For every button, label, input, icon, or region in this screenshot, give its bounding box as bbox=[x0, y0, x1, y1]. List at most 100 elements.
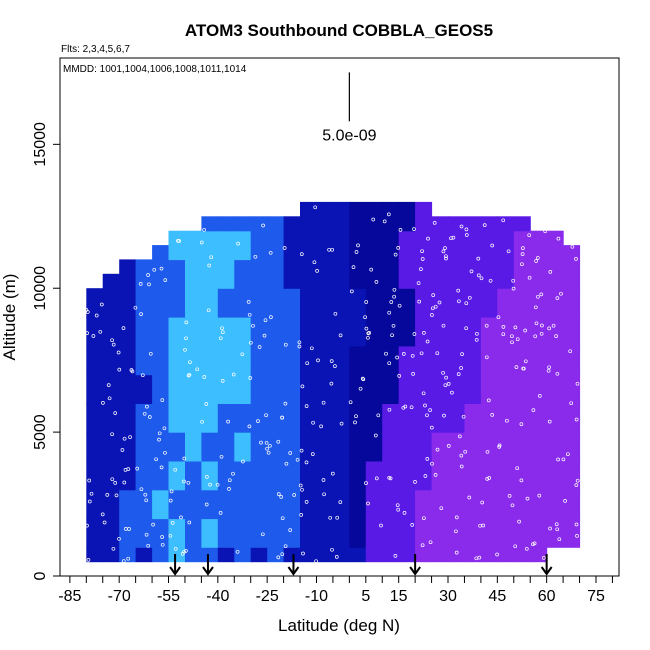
observation-point bbox=[349, 289, 354, 294]
observation-point bbox=[402, 511, 407, 515]
heatmap-cell bbox=[316, 374, 334, 404]
heatmap-cell bbox=[283, 432, 301, 462]
observation-point bbox=[220, 379, 225, 383]
observation-point bbox=[354, 250, 359, 254]
x-tick-label: 30 bbox=[439, 588, 457, 605]
heatmap-cell bbox=[382, 230, 400, 261]
observation-point bbox=[420, 257, 425, 261]
observation-point bbox=[570, 244, 575, 249]
chart-title: ATOM3 Southbound COBBLA_GEOS5 bbox=[185, 21, 493, 40]
heatmap-cell bbox=[480, 345, 498, 376]
heatmap-cell bbox=[546, 345, 564, 376]
heatmap-cell bbox=[250, 317, 268, 347]
observation-point bbox=[537, 394, 542, 398]
x-tick-label: 15 bbox=[390, 588, 408, 605]
observation-point bbox=[292, 493, 297, 497]
observation-point bbox=[386, 212, 391, 217]
heatmap-cell bbox=[382, 489, 400, 520]
observation-point bbox=[288, 528, 293, 532]
heatmap-cell bbox=[316, 489, 334, 520]
observation-point bbox=[364, 481, 368, 485]
heatmap-cell bbox=[382, 317, 400, 347]
observation-point bbox=[321, 478, 326, 482]
observation-point bbox=[543, 229, 548, 234]
heatmap-cell bbox=[398, 230, 416, 261]
observation-point bbox=[113, 411, 118, 415]
flights-label: Flts: 2,3,4,5,6,7 bbox=[61, 44, 130, 55]
heatmap-cell bbox=[267, 317, 285, 347]
observation-point bbox=[227, 478, 232, 483]
heatmap-cell bbox=[398, 288, 416, 318]
heatmap-cell bbox=[546, 374, 564, 404]
observation-point bbox=[288, 451, 293, 455]
observation-point bbox=[481, 523, 486, 528]
observation-point bbox=[218, 336, 223, 341]
heatmap-cell bbox=[349, 518, 367, 548]
observation-point bbox=[410, 353, 415, 358]
observation-point bbox=[248, 340, 253, 345]
heatmap-cell bbox=[448, 403, 465, 433]
heatmap-cell bbox=[448, 216, 465, 232]
observation-point bbox=[392, 287, 397, 292]
heatmap-cell bbox=[250, 403, 268, 433]
heatmap-cell bbox=[300, 259, 317, 289]
heatmap-cell bbox=[102, 345, 120, 376]
scale-bar: 5.0e-09 bbox=[322, 72, 377, 144]
observation-point bbox=[435, 351, 440, 356]
heatmap-cell bbox=[217, 374, 235, 404]
observation-point bbox=[123, 468, 128, 472]
observation-point bbox=[423, 474, 428, 478]
observation-point bbox=[392, 294, 396, 299]
heatmap-cell bbox=[119, 403, 137, 433]
heatmap-cell bbox=[234, 259, 252, 289]
observation-point bbox=[459, 366, 463, 370]
heatmap-cell bbox=[152, 345, 170, 376]
observation-point bbox=[159, 266, 164, 271]
heatmap-cell bbox=[300, 547, 317, 563]
heatmap-cell bbox=[530, 489, 548, 520]
heatmap-cell bbox=[431, 518, 449, 548]
heatmap-cell bbox=[349, 547, 367, 563]
observation-point bbox=[444, 375, 448, 380]
heatmap-cell bbox=[283, 489, 301, 520]
heatmap-cell bbox=[300, 403, 317, 433]
observation-point bbox=[487, 476, 492, 480]
observation-point bbox=[227, 487, 231, 491]
heatmap-cell bbox=[119, 518, 137, 548]
observation-point bbox=[91, 334, 96, 338]
heatmap-cell bbox=[563, 374, 581, 404]
heatmap-cell bbox=[349, 432, 367, 462]
observation-point bbox=[379, 523, 383, 528]
observation-point bbox=[422, 331, 426, 335]
heatmap-cell bbox=[86, 547, 104, 563]
heatmap-cell bbox=[431, 259, 449, 289]
heatmap-cell bbox=[135, 460, 153, 491]
x-tick-label: -40 bbox=[206, 588, 229, 605]
heatmap-cell bbox=[168, 317, 186, 347]
observation-point bbox=[313, 205, 318, 210]
observation-point bbox=[474, 337, 479, 342]
observation-point bbox=[301, 551, 305, 556]
heatmap-cell bbox=[382, 201, 400, 232]
heatmap-cell bbox=[332, 288, 350, 318]
heatmap-cell bbox=[563, 245, 581, 261]
observation-point bbox=[135, 466, 140, 471]
observation-point bbox=[99, 302, 104, 307]
heatmap-cell bbox=[415, 547, 433, 563]
observation-point bbox=[420, 543, 425, 548]
observation-point bbox=[283, 342, 288, 347]
observation-point bbox=[143, 492, 148, 497]
observation-point bbox=[443, 246, 447, 250]
profile-arrow-head bbox=[202, 566, 214, 576]
observation-point bbox=[200, 419, 204, 424]
observation-point bbox=[421, 391, 426, 396]
heatmap-cell bbox=[546, 288, 564, 318]
heatmap-cell bbox=[530, 230, 548, 261]
heatmap-cell bbox=[563, 259, 581, 289]
observation-point bbox=[523, 328, 528, 333]
heatmap-cell bbox=[365, 201, 383, 232]
heatmap-cell bbox=[234, 518, 252, 548]
observation-point bbox=[364, 300, 369, 304]
heatmap-cell bbox=[513, 489, 531, 520]
observation-point bbox=[312, 260, 317, 265]
